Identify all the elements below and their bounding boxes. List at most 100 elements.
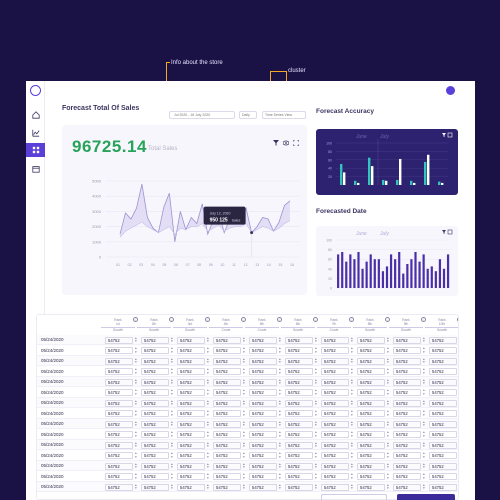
forecast-input[interactable]: 54752 xyxy=(177,483,205,491)
forecast-input[interactable]: 54752 xyxy=(429,410,457,417)
forecast-input[interactable]: 54752 xyxy=(105,431,133,438)
stepper-icon[interactable]: ▴ ▾ xyxy=(171,356,173,364)
stepper-icon[interactable]: ▴ ▾ xyxy=(243,377,245,385)
stepper-icon[interactable]: ▴ ▾ xyxy=(171,398,173,406)
stepper-icon[interactable]: ▴ ▾ xyxy=(315,388,317,396)
stepper-icon[interactable]: ▴ ▾ xyxy=(135,482,137,490)
stepper-icon[interactable]: ▴ ▾ xyxy=(135,451,137,459)
stepper-icon[interactable]: ▴ ▾ xyxy=(207,409,209,417)
forecast-input[interactable]: 54752 xyxy=(357,452,385,459)
forecast-input[interactable]: 54752 xyxy=(213,420,241,428)
stepper-icon[interactable]: ▴ ▾ xyxy=(135,388,137,396)
stepper-icon[interactable]: ▴ ▾ xyxy=(423,419,425,427)
stepper-icon[interactable]: ▴ ▾ xyxy=(423,367,425,375)
stepper-icon[interactable]: ▴ ▾ xyxy=(315,482,317,490)
forecast-input[interactable]: 54752 xyxy=(357,347,385,354)
stepper-icon[interactable]: ▴ ▾ xyxy=(171,346,173,354)
stepper-icon[interactable]: ▴ ▾ xyxy=(171,367,173,375)
logo[interactable] xyxy=(30,85,41,96)
stepper-icon[interactable]: ▴ ▾ xyxy=(279,377,281,385)
forecast-input[interactable]: 54752 xyxy=(177,378,205,386)
forecast-input[interactable]: 54752 xyxy=(177,462,205,470)
stepper-icon[interactable]: ▴ ▾ xyxy=(315,356,317,364)
stepper-icon[interactable]: ▴ ▾ xyxy=(243,419,245,427)
forecast-input[interactable]: 54752 xyxy=(393,483,421,491)
stepper-icon[interactable]: ▴ ▾ xyxy=(423,409,425,417)
forecast-input[interactable]: 54752 xyxy=(357,368,385,375)
forecast-input[interactable]: 54752 xyxy=(105,347,133,354)
forecast-input[interactable]: 54752 xyxy=(285,473,313,480)
forecast-input[interactable]: 54752 xyxy=(393,462,421,470)
forecast-input[interactable]: 54752 xyxy=(249,357,277,365)
stepper-icon[interactable]: ▴ ▾ xyxy=(387,451,389,459)
forecast-input[interactable]: 54752 xyxy=(249,431,277,438)
forecast-input[interactable]: 54752 xyxy=(249,473,277,480)
stepper-icon[interactable]: ▴ ▾ xyxy=(315,398,317,406)
forecast-input[interactable]: 54752 xyxy=(321,483,349,491)
forecast-input[interactable]: 54752 xyxy=(249,410,277,417)
forecast-input[interactable]: 54752 xyxy=(249,441,277,449)
forecast-input[interactable]: 54752 xyxy=(141,420,169,428)
forecast-input[interactable]: 54752 xyxy=(177,357,205,365)
forecast-input[interactable]: 54752 xyxy=(285,410,313,417)
stepper-icon[interactable]: ▴ ▾ xyxy=(387,409,389,417)
forecast-input[interactable]: 54752 xyxy=(141,452,169,459)
forecast-input[interactable]: 54752 xyxy=(285,368,313,375)
info-icon[interactable]: i xyxy=(205,317,210,322)
stepper-icon[interactable]: ▴ ▾ xyxy=(315,461,317,469)
stepper-icon[interactable]: ▴ ▾ xyxy=(387,482,389,490)
stepper-icon[interactable]: ▴ ▾ xyxy=(243,335,245,343)
secondary-button[interactable] xyxy=(321,494,387,500)
forecast-input[interactable]: 54752 xyxy=(141,357,169,365)
forecast-input[interactable]: 54752 xyxy=(393,410,421,417)
table-column-header[interactable]: Rank 3rd Growth xyxy=(173,318,207,332)
stepper-icon[interactable]: ▴ ▾ xyxy=(171,388,173,396)
sidebar-item-home[interactable] xyxy=(26,108,45,122)
forecast-input[interactable]: 54752 xyxy=(429,378,457,386)
forecast-input[interactable]: 54752 xyxy=(429,399,457,407)
forecast-input[interactable]: 54752 xyxy=(105,473,133,480)
forecast-input[interactable]: 54752 xyxy=(357,462,385,470)
stepper-icon[interactable]: ▴ ▾ xyxy=(315,430,317,438)
forecast-input[interactable]: 54752 xyxy=(141,462,169,470)
forecast-input[interactable]: 54752 xyxy=(177,347,205,354)
forecast-input[interactable]: 54752 xyxy=(285,420,313,428)
forecast-input[interactable]: 54752 xyxy=(357,389,385,396)
table-column-header[interactable]: Rank 2th Growth xyxy=(137,318,171,332)
forecast-input[interactable]: 54752 xyxy=(285,441,313,449)
stepper-icon[interactable]: ▴ ▾ xyxy=(351,440,353,448)
info-icon[interactable]: i xyxy=(349,317,354,322)
forecast-input[interactable]: 54752 xyxy=(321,420,349,428)
stepper-icon[interactable]: ▴ ▾ xyxy=(387,472,389,480)
forecast-input[interactable]: 54752 xyxy=(249,368,277,375)
grid-icon[interactable] xyxy=(447,229,453,235)
forecast-input[interactable]: 54752 xyxy=(321,336,349,344)
stepper-icon[interactable]: ▴ ▾ xyxy=(135,367,137,375)
stepper-icon[interactable]: ▴ ▾ xyxy=(135,335,137,343)
stepper-icon[interactable]: ▴ ▾ xyxy=(279,388,281,396)
forecast-input[interactable]: 54752 xyxy=(429,483,457,491)
stepper-icon[interactable]: ▴ ▾ xyxy=(135,461,137,469)
stepper-icon[interactable]: ▴ ▾ xyxy=(243,440,245,448)
stepper-icon[interactable]: ▴ ▾ xyxy=(423,398,425,406)
stepper-icon[interactable]: ▴ ▾ xyxy=(423,451,425,459)
stepper-icon[interactable]: ▴ ▾ xyxy=(279,419,281,427)
stepper-icon[interactable]: ▴ ▾ xyxy=(387,440,389,448)
stepper-icon[interactable]: ▴ ▾ xyxy=(279,356,281,364)
stepper-icon[interactable]: ▴ ▾ xyxy=(279,430,281,438)
forecast-input[interactable]: 54752 xyxy=(393,347,421,354)
forecast-input[interactable]: 54752 xyxy=(393,441,421,449)
table-column-header[interactable]: Rank Ist Growth xyxy=(101,318,135,332)
series-view-select[interactable]: Time Series View xyxy=(262,111,306,119)
stepper-icon[interactable]: ▴ ▾ xyxy=(351,461,353,469)
stepper-icon[interactable]: ▴ ▾ xyxy=(243,388,245,396)
forecast-input[interactable]: 54752 xyxy=(357,473,385,480)
stepper-icon[interactable]: ▴ ▾ xyxy=(423,346,425,354)
forecast-input[interactable]: 54752 xyxy=(357,441,385,449)
stepper-icon[interactable]: ▴ ▾ xyxy=(315,419,317,427)
forecast-input[interactable]: 54752 xyxy=(249,462,277,470)
stepper-icon[interactable]: ▴ ▾ xyxy=(279,367,281,375)
forecast-input[interactable]: 54752 xyxy=(249,336,277,344)
stepper-icon[interactable]: ▴ ▾ xyxy=(135,472,137,480)
stepper-icon[interactable]: ▴ ▾ xyxy=(315,367,317,375)
